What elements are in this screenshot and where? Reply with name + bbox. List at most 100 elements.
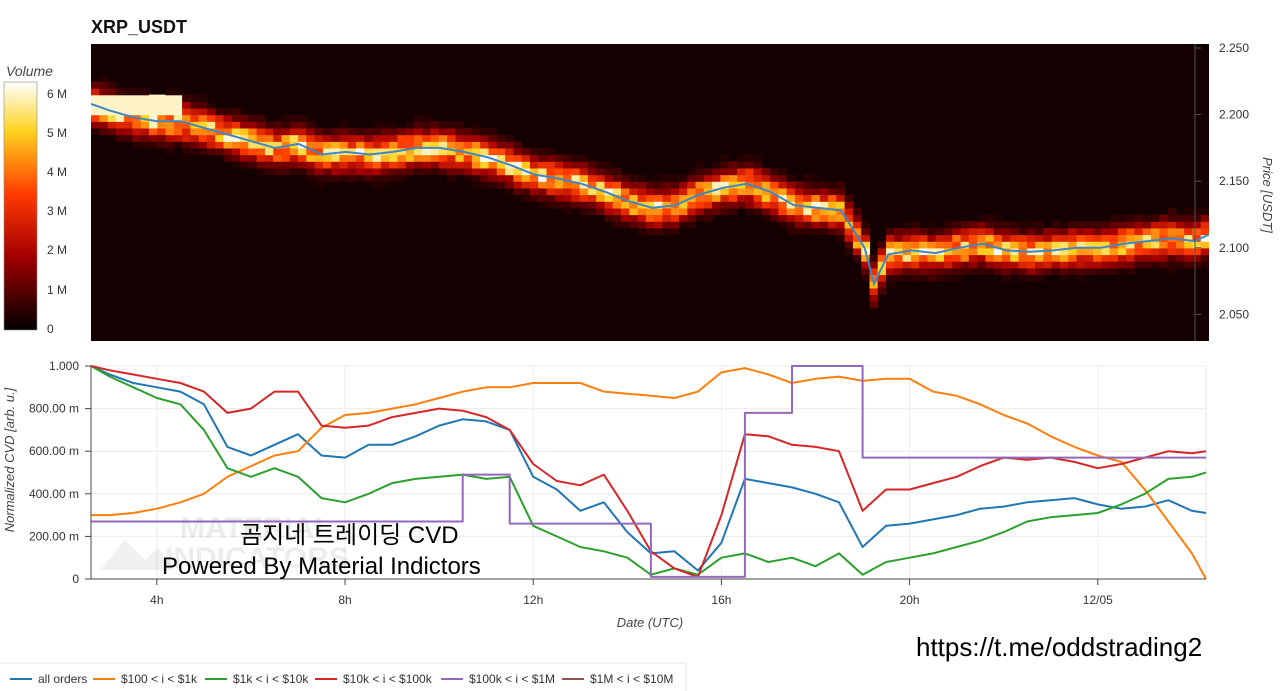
heatmap-cell xyxy=(356,127,365,136)
heatmap-cell xyxy=(206,101,216,109)
legend-item[interactable]: $100 < i < $1k xyxy=(93,672,198,686)
heatmap-cell xyxy=(587,167,597,176)
heatmap-cell xyxy=(505,154,514,162)
heatmap-cell xyxy=(811,201,821,209)
heatmap-cell xyxy=(952,274,962,282)
heatmap-cell xyxy=(985,261,995,269)
heatmap-cell xyxy=(1093,254,1102,262)
heatmap-cell xyxy=(1035,254,1044,262)
heatmap-cell xyxy=(306,127,316,136)
heatmap-cell xyxy=(91,88,100,96)
heatmap-cell xyxy=(968,247,978,256)
colorbar-tick: 1 M xyxy=(47,283,67,297)
heatmap-cell xyxy=(99,107,109,116)
heatmap-cell xyxy=(977,221,986,229)
heatmap-cell xyxy=(339,127,349,136)
heatmap-cell xyxy=(447,174,456,182)
heatmap-cell xyxy=(397,174,407,182)
heatmap-cell xyxy=(480,147,490,156)
heatmap-cell xyxy=(919,254,928,262)
heatmap-cell xyxy=(579,201,589,209)
heatmap-cell xyxy=(372,174,382,182)
heatmap-cell xyxy=(877,287,887,295)
heatmap-cell xyxy=(670,181,680,189)
heatmap-cell xyxy=(861,267,871,275)
cvd-y-tick-label: 600.00 m xyxy=(29,444,79,458)
heatmap-cell xyxy=(1159,234,1169,242)
heatmap-cell xyxy=(223,121,233,129)
heatmap-cell xyxy=(1159,227,1169,236)
heatmap-cell xyxy=(422,154,432,162)
heatmap-cell xyxy=(1192,254,1202,262)
heatmap-cell xyxy=(405,134,415,142)
heatmap-cell xyxy=(1059,221,1069,229)
heatmap-cell xyxy=(1151,227,1160,236)
heatmap-cell xyxy=(803,194,813,202)
legend-label: $1M < i < $10M xyxy=(590,672,673,686)
heatmap-cell xyxy=(554,181,564,189)
heatmap-cell xyxy=(115,88,125,96)
legend-item[interactable]: $10k < i < $100k xyxy=(315,672,433,686)
heatmap-cell xyxy=(1018,254,1028,262)
cvd-x-tick-label: 16h xyxy=(711,593,731,607)
heatmap-cell xyxy=(869,254,879,262)
heatmap-cell xyxy=(206,134,216,142)
heatmap-cell xyxy=(662,221,672,229)
heatmap-cell xyxy=(306,161,316,169)
heatmap-cell xyxy=(886,241,895,249)
heatmap-cell xyxy=(852,214,862,222)
heatmap-cell xyxy=(471,181,481,189)
heatmap-cell xyxy=(182,107,191,116)
heatmap-cell xyxy=(1192,261,1202,269)
heatmap-cell xyxy=(306,167,316,176)
heatmap-cell xyxy=(910,267,920,275)
telegram-url[interactable]: https://t.me/oddstrading2 xyxy=(916,632,1202,662)
heatmap-cell xyxy=(496,134,506,142)
heatmap-cell xyxy=(438,121,448,129)
heatmap-cell xyxy=(1059,261,1069,269)
heatmap-cell xyxy=(1175,247,1185,256)
heatmap-cell xyxy=(803,181,813,189)
legend-item[interactable]: $100k < i < $1M xyxy=(441,672,555,686)
heatmap-cell xyxy=(298,134,307,142)
legend-item[interactable]: $1M < i < $10M xyxy=(562,672,673,686)
heatmap-cell xyxy=(1142,227,1152,236)
heatmap-cell xyxy=(149,107,158,116)
heatmap-cell xyxy=(877,281,887,289)
heatmap-cell xyxy=(91,81,100,89)
heatmap-cell xyxy=(819,194,829,202)
heatmap-cell xyxy=(968,261,978,269)
heatmap-cell xyxy=(770,214,779,222)
heatmap-cell xyxy=(753,161,763,169)
heatmap-cell xyxy=(563,207,572,216)
heatmap-cell xyxy=(1068,241,1078,249)
heatmap-cell xyxy=(206,141,216,149)
heatmap-cell xyxy=(712,194,721,202)
heatmap-cell xyxy=(621,187,630,196)
heatmap-cell xyxy=(339,154,349,162)
heatmap-cell xyxy=(836,214,846,222)
heatmap-cell xyxy=(596,194,606,202)
heatmap-cell xyxy=(339,174,349,182)
heatmap-cell xyxy=(505,174,514,182)
heatmap-cell xyxy=(919,267,928,275)
heatmap-cell xyxy=(1059,227,1069,236)
heatmap-cell xyxy=(886,247,895,256)
heatmap-cell xyxy=(844,201,854,209)
heatmap-cell xyxy=(778,181,788,189)
heatmap-cell xyxy=(695,207,705,216)
heatmap-cell xyxy=(977,254,986,262)
heatmap-cell xyxy=(140,141,150,149)
heatmap-cell xyxy=(612,201,622,209)
heatmap-cell xyxy=(347,161,357,169)
heatmap-cell xyxy=(463,141,473,149)
heatmap-cell xyxy=(397,161,407,169)
heatmap-cell xyxy=(107,88,117,96)
heatmap-cell xyxy=(198,141,208,149)
heatmap-cell xyxy=(124,121,133,129)
heatmap-cell xyxy=(844,207,854,216)
heatmap-cell xyxy=(1200,254,1209,262)
legend-item[interactable]: $1k < i < $10k xyxy=(205,672,309,686)
heatmap-cell xyxy=(861,234,871,242)
legend-item[interactable]: all orders xyxy=(10,672,87,686)
